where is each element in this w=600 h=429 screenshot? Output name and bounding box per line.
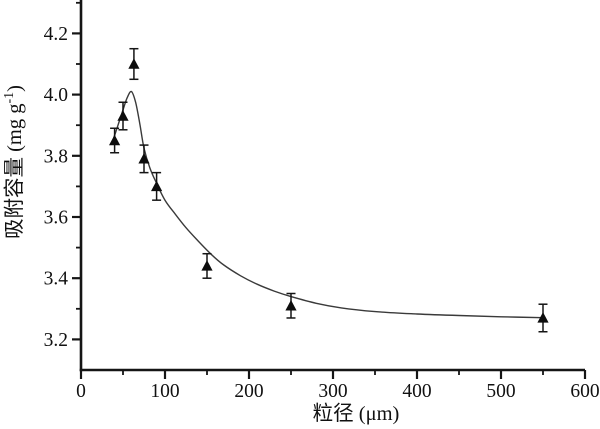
data-point [201,252,213,279]
data-point [109,127,121,154]
x-tick-label: 0 [76,381,86,402]
axes [72,0,587,379]
data-point [537,303,549,333]
triangle-marker [201,260,213,271]
data-point [285,292,297,319]
triangle-marker [285,299,297,311]
x-tick-label: 600 [570,381,599,402]
data-point [128,47,140,81]
triangle-marker [537,312,549,323]
data-point [117,101,129,131]
data-point [151,171,163,201]
triangle-marker [128,58,140,69]
data-points [109,47,549,333]
y-tick-label: 4.0 [44,85,68,106]
y-tick-label: 3.8 [44,146,68,167]
y-tick-label: 3.4 [44,269,69,290]
y-tick-label: 3.6 [44,208,69,229]
y-tick-label: 4.2 [44,24,68,45]
triangle-marker [117,110,129,121]
y-tick-label: 3.2 [44,330,68,351]
fit-curve [112,90,544,319]
axis-labels: 0 100 200 300 400 500 600 3.2 3.4 3.6 3.8 4.0 4.2 粒径 … [2,24,600,425]
y-axis-title: 吸附容量 (mg g-1) [2,85,26,239]
data-point [138,144,150,174]
fitted-curve-path [112,90,544,319]
triangle-marker [151,180,163,192]
x-tick-label: 300 [318,381,347,402]
x-tick-label: 100 [150,381,179,402]
x-tick-label: 500 [486,381,515,402]
triangle-marker [109,134,121,146]
triangle-marker [138,153,150,164]
x-axis-title: 粒径 (μm) [313,402,400,425]
x-tick-label: 400 [402,381,431,402]
x-tick-label: 200 [234,381,263,402]
